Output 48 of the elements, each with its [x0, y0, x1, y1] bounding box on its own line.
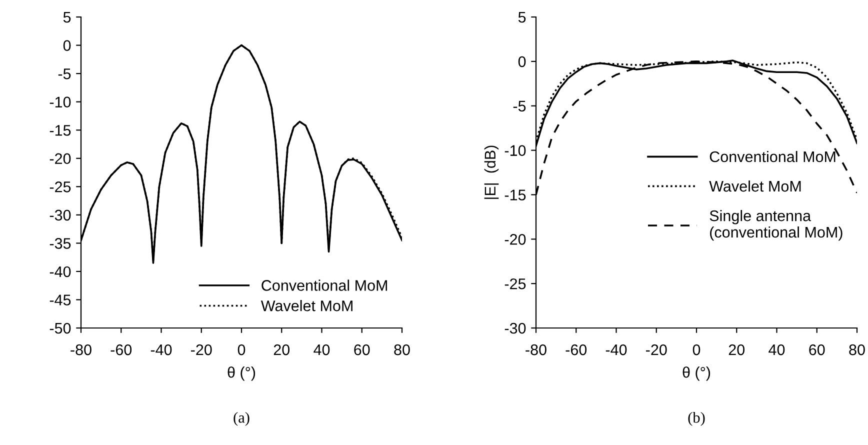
y-tick-label: -40 — [50, 266, 71, 278]
text: (b) — [688, 412, 705, 426]
x-tick-label: 80 — [394, 344, 410, 356]
y-tick-label: -5 — [58, 68, 71, 80]
legend-label: Wavelet MoM — [260, 300, 352, 312]
y-tick-label: -30 — [504, 322, 526, 334]
x-tick-label: 80 — [849, 344, 865, 356]
y-tick-label: -45 — [50, 294, 71, 306]
x-tick-label: 60 — [809, 344, 825, 356]
y-tick-label: -20 — [504, 234, 526, 245]
y-tick-label: -10 — [50, 96, 71, 108]
y-tick-label: 5 — [518, 12, 526, 23]
x-tick-label: 20 — [274, 344, 290, 356]
y-tick-label: 5 — [63, 12, 71, 23]
x-tick-label: -40 — [606, 344, 627, 356]
x-tick-label: 0 — [238, 344, 246, 356]
legend-label: Conventional MoM — [710, 150, 836, 162]
legend-label: Wavelet MoM — [709, 180, 801, 192]
y-tick-label: 0 — [518, 56, 526, 68]
y-tick-label: -25 — [50, 182, 71, 192]
y-tick-label: -5 — [513, 100, 526, 112]
x-axis-title: θ (°) — [228, 366, 256, 381]
x-tick-label: -20 — [646, 344, 667, 356]
x-axis-title: θ (°) — [682, 366, 710, 381]
x-tick-label: 40 — [314, 344, 330, 356]
y-tick-label: -10 — [504, 145, 526, 156]
y-tick-label: -25 — [504, 278, 526, 290]
x-tick-label: -60 — [110, 344, 132, 356]
y-tick-label: -50 — [50, 322, 71, 334]
y-tick-label: -35 — [50, 238, 71, 249]
x-tick-label: -80 — [70, 344, 92, 356]
y-tick-label: -15 — [504, 190, 526, 200]
x-tick-label: -20 — [191, 344, 212, 356]
x-tick-label: 60 — [354, 344, 370, 356]
text: (a) — [234, 412, 250, 426]
legend-label: Single antenna (conventional MoM) — [710, 210, 842, 241]
x-tick-label: 0 — [692, 344, 700, 356]
x-tick-label: 20 — [728, 344, 745, 356]
x-tick-label: 40 — [768, 344, 785, 356]
y-tick-label: -15 — [50, 125, 71, 136]
y-tick-label: -30 — [50, 210, 71, 221]
y-tick-label: 0 — [63, 40, 71, 51]
legend-label: Conventional MoM — [262, 280, 388, 291]
y-axis-title: |E| (dB) — [484, 146, 499, 199]
y-tick-label: -20 — [50, 153, 71, 164]
x-tick-label: -60 — [566, 344, 587, 356]
x-tick-label: -40 — [150, 344, 172, 356]
x-tick-label: -80 — [526, 344, 546, 356]
